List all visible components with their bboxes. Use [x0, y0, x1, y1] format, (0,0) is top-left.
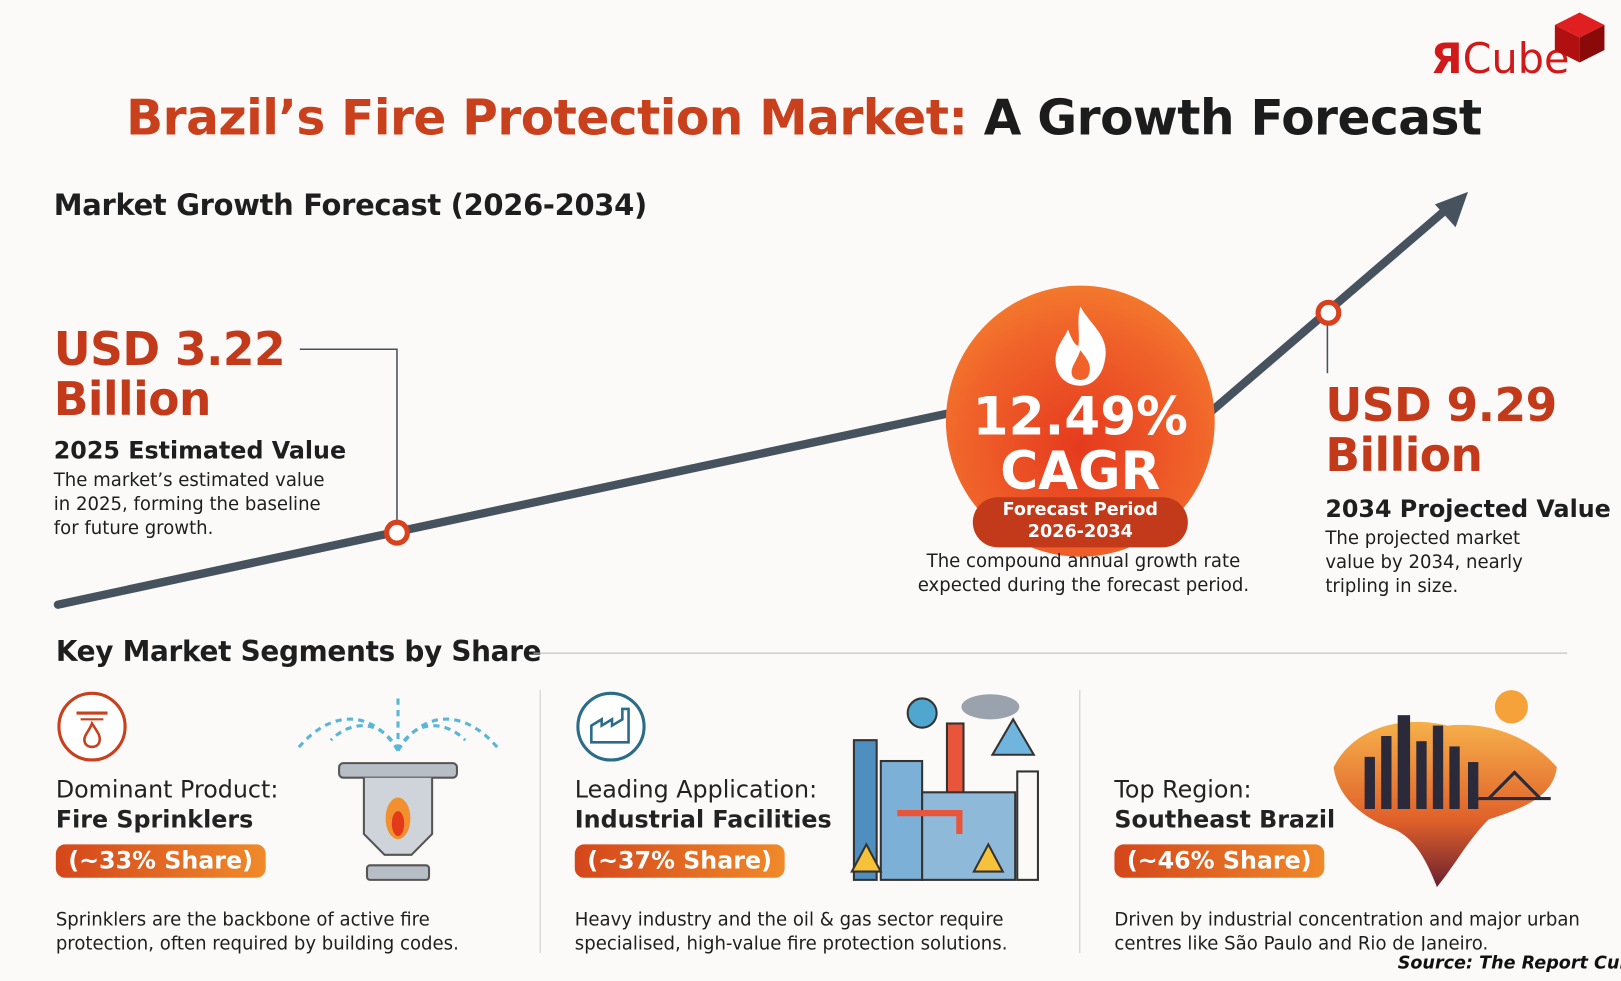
segment-name: Fire Sprinklers — [55, 806, 254, 834]
industrial-facility-illustration — [850, 694, 1039, 881]
divider — [1079, 690, 1081, 953]
segment-name: Industrial Facilities — [574, 806, 832, 834]
end-amount: USD 9.29 — [1325, 379, 1557, 433]
start-amount: USD 3.22 — [53, 323, 286, 377]
segment-description: Heavy industry and the oil & gas sector … — [574, 910, 1008, 955]
divider — [539, 690, 541, 953]
cube-icon — [1554, 12, 1605, 63]
segment-category: Leading Application: — [574, 776, 818, 804]
flame-icon — [1055, 306, 1106, 386]
source-credit: Source: The Report Cube — [1393, 952, 1621, 974]
period-label: Forecast Period — [1002, 499, 1159, 521]
end-unit: Billion — [1325, 429, 1483, 483]
segment-name: Southeast Brazil — [1114, 806, 1336, 834]
share-badge: (~46% Share) — [1114, 844, 1325, 878]
segment-card-application: Leading Application: Industrial Facilitie… — [574, 690, 1007, 955]
logo: ЯCube — [1430, 12, 1605, 84]
segment-card-product: Dominant Product: Fire Sprinklers (~33% S… — [55, 690, 459, 955]
segment-description: Driven by industrial concentration and m… — [1114, 910, 1580, 951]
end-label: 2034 Projected Value — [1325, 496, 1611, 524]
end-description: The projected market value by 2034, near… — [1325, 528, 1523, 598]
title-part-2: A Growth Forecast — [983, 89, 1482, 147]
logo-mark: Я — [1430, 35, 1463, 84]
start-value-block: USD 3.22 Billion 2025 Estimated Value Th… — [54, 325, 346, 541]
start-unit: Billion — [53, 373, 212, 427]
cagr-label: CAGR — [1000, 440, 1161, 502]
end-point-marker — [1315, 299, 1342, 326]
share-badge: (~37% Share) — [574, 844, 785, 878]
start-point-marker — [384, 519, 410, 546]
segment-description: Sprinklers are the backbone of active fi… — [55, 910, 459, 955]
fire-sprinkler-illustration — [296, 696, 500, 881]
share-badge: (~33% Share) — [55, 844, 266, 878]
factory-badge-icon — [576, 691, 646, 762]
forecast-heading: Market Growth Forecast (2026-2034) — [53, 187, 647, 223]
start-label: 2025 Estimated Value — [53, 437, 347, 465]
segment-category: Dominant Product: — [55, 776, 279, 804]
start-description: The market’s estimated value in 2025, fo… — [53, 470, 325, 539]
title-part-1: Brazil’s Fire Protection Market: — [126, 89, 968, 147]
southeast-brazil-map-illustration — [1333, 690, 1557, 888]
page-title: Brazil’s Fire Protection Market: A Growt… — [126, 89, 1482, 147]
logo-text: Cube — [1462, 35, 1570, 84]
end-value-block: USD 9.29 Billion 2034 Projected Value Th… — [1325, 379, 1611, 600]
period-value: 2026-2034 — [1027, 521, 1133, 543]
cagr-value: 12.49% — [972, 386, 1188, 448]
forecast-period-pill: Forecast Period 2026-2034 — [972, 497, 1188, 548]
sprinkler-badge-icon — [57, 691, 127, 762]
segments-heading: Key Market Segments by Share — [55, 635, 542, 669]
cagr-description: The compound annual growth rate expected… — [917, 551, 1250, 597]
divider — [533, 652, 1568, 654]
segment-category: Top Region: — [1114, 776, 1252, 804]
